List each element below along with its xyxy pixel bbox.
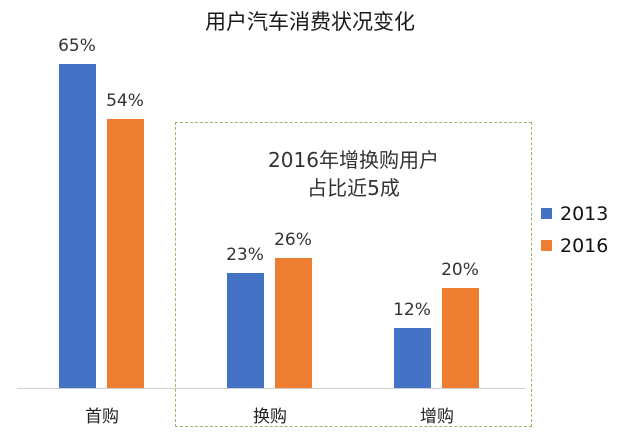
data-label-2013-0: 65% bbox=[58, 36, 96, 56]
data-label-2013-1: 23% bbox=[226, 245, 264, 265]
bar-2013-1 bbox=[227, 273, 264, 388]
bar-2016-1 bbox=[275, 258, 312, 388]
x-axis-line bbox=[17, 388, 525, 389]
bar-2016-2 bbox=[442, 288, 479, 388]
bar-2013-2 bbox=[394, 328, 431, 388]
legend-item-2013: 2013 bbox=[541, 203, 608, 225]
data-label-2016-0: 54% bbox=[106, 91, 144, 111]
legend-label-2013: 2013 bbox=[560, 203, 609, 225]
annotation-box bbox=[175, 122, 532, 427]
annotation-line-2: 占比近5成 bbox=[307, 176, 400, 200]
annotation-line-1: 2016年增换购用户 bbox=[268, 148, 439, 172]
data-label-2016-1: 26% bbox=[274, 230, 312, 250]
bar-2016-0 bbox=[107, 119, 144, 388]
legend-label-2016: 2016 bbox=[560, 235, 609, 257]
annotation-text: 2016年增换购用户 占比近5成 bbox=[175, 146, 532, 202]
legend-swatch-2016 bbox=[541, 240, 552, 251]
bar-2013-0 bbox=[59, 64, 96, 388]
legend-swatch-2013 bbox=[541, 208, 552, 219]
category-label-first-purchase: 首购 bbox=[85, 407, 119, 427]
category-label-replacement-purchase: 换购 bbox=[253, 407, 287, 427]
data-label-2016-2: 20% bbox=[441, 260, 479, 280]
data-label-2013-2: 12% bbox=[393, 300, 431, 320]
category-label-additional-purchase: 增购 bbox=[420, 407, 454, 427]
chart-title: 用户汽车消费状况变化 bbox=[205, 10, 415, 34]
legend-item-2016: 2016 bbox=[541, 235, 608, 257]
